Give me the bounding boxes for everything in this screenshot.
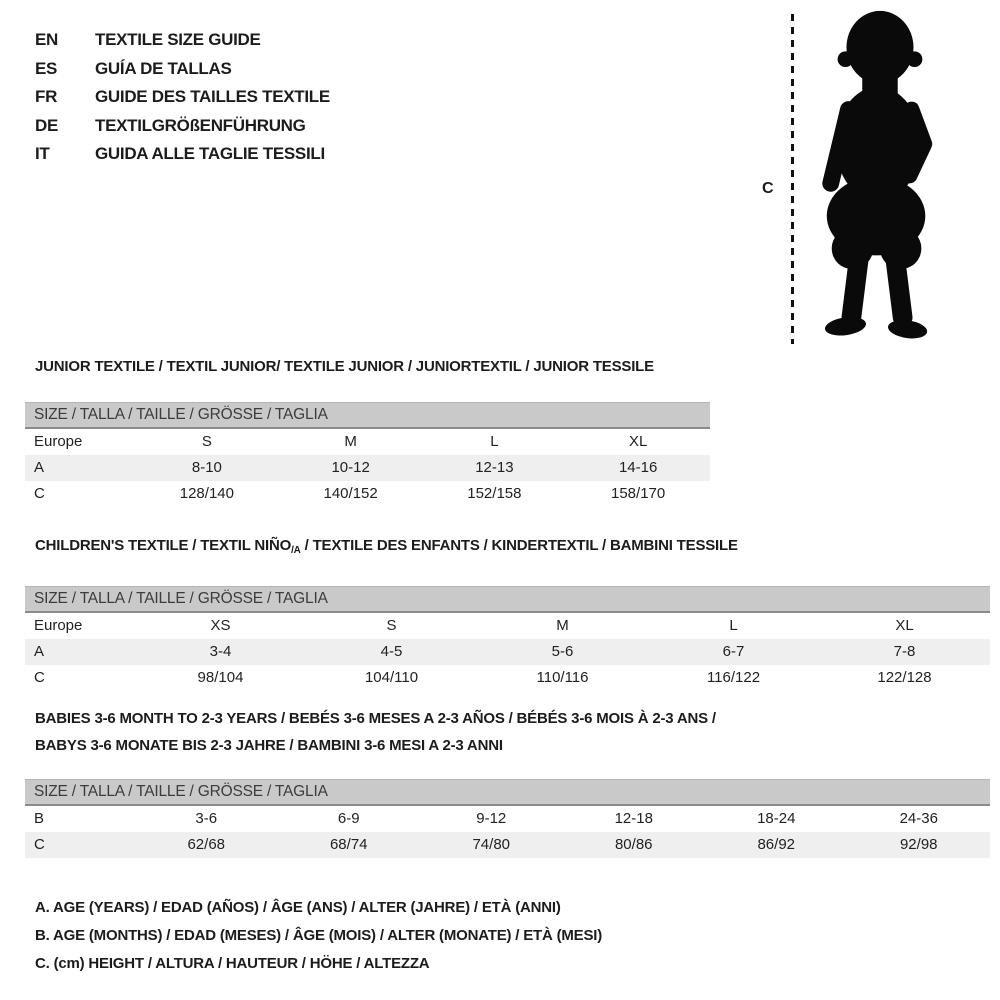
- table-row: Europe S M L XL: [25, 429, 710, 455]
- lang-code: DE: [35, 115, 59, 135]
- table-cell: 7-8: [893, 643, 916, 660]
- row-label: A: [34, 459, 45, 476]
- table-cell: M: [344, 433, 357, 450]
- table-row: B 3-6 6-9 9-12 12-18 18-24 24-36: [25, 806, 990, 832]
- table-cell: 6-7: [722, 643, 745, 660]
- guide-title: GUÍA DE TALLAS: [95, 58, 232, 78]
- guide-title: GUIDA ALLE TAGLIE TESSILI: [95, 144, 325, 163]
- table-cell: S: [386, 617, 397, 634]
- row-label: C: [34, 669, 45, 686]
- section-title-line1: BABIES 3-6 MONTH TO 2-3 YEARS / BEBÉS 3-…: [35, 710, 716, 727]
- table-cell: M: [556, 617, 569, 634]
- junior-table-rows: Europe S M L XL A 8-10 10-12 12-13 14-16 C 128/140 1…: [25, 429, 710, 507]
- language-title-list: EN TEXTILE SIZE GUIDE ES GUÍA DE TALLAS …: [35, 26, 330, 169]
- table-row: C 128/140 140/152 152/158 158/170: [25, 481, 710, 507]
- table-row: Europe XS S M L XL: [25, 613, 990, 639]
- lang-code: IT: [35, 144, 50, 163]
- table-cell: 12-13: [475, 459, 514, 476]
- table-cell: L: [729, 617, 738, 634]
- table-cell: XL: [628, 433, 648, 450]
- table-cell: 152/158: [467, 485, 522, 502]
- table-cell: 122/128: [877, 669, 932, 686]
- table-cell: 92/98: [899, 836, 938, 853]
- lang-row-es: ES GUÍA DE TALLAS: [35, 55, 330, 84]
- table-cell: 14-16: [618, 459, 658, 476]
- lang-row-it: IT GUIDA ALLE TAGLIE TESSILI: [35, 140, 330, 169]
- table-row: A 8-10 10-12 12-13 14-16: [25, 455, 710, 481]
- table-cell: 80/86: [614, 836, 653, 853]
- size-header-bar: SIZE / TALLA / TAILLE / GRÖSSE / TAGLIA: [25, 402, 710, 429]
- table-cell: 74/80: [472, 836, 511, 853]
- section-title-line2: BABYS 3-6 MONATE BIS 2-3 JAHRE / BAMBINI…: [35, 737, 503, 754]
- size-header-bar: SIZE / TALLA / TAILLE / GRÖSSE / TAGLIA: [25, 779, 990, 806]
- table-cell: 10-12: [331, 459, 370, 476]
- lang-row-de: DE TEXTILGRÖßENFÜHRUNG: [35, 112, 330, 141]
- children-textile-section: CHILDREN'S TEXTILE / TEXTIL NIÑO/A / TEX…: [25, 536, 990, 691]
- table-cell: XS: [210, 617, 231, 634]
- footnote-a: A. AGE (YEARS) / EDAD (AÑOS) / ÂGE (ANS)…: [35, 899, 561, 916]
- babies-table-rows: B 3-6 6-9 9-12 12-18 18-24 24-36 C 62/68 68/74 74/…: [25, 806, 990, 858]
- table-cell: 18-24: [757, 810, 796, 827]
- section-title-text: CHILDREN'S TEXTILE / TEXTIL NIÑO: [35, 537, 292, 554]
- footnotes: A. AGE (YEARS) / EDAD (AÑOS) / ÂGE (ANS)…: [35, 894, 602, 978]
- children-table-rows: Europe XS S M L XL A 3-4 4-5 5-6 6-7 7-8 C 98/104 104/…: [25, 613, 990, 691]
- junior-textile-section: JUNIOR TEXTILE / TEXTIL JUNIOR/ TEXTILE …: [25, 357, 710, 507]
- row-label: Europe: [34, 617, 83, 634]
- table-row: C 98/104 104/110 110/116 116/122 122/128: [25, 665, 990, 691]
- table-cell: L: [490, 433, 499, 450]
- table-cell: 98/104: [197, 669, 244, 686]
- table-cell: 24-36: [899, 810, 938, 827]
- table-cell: 158/170: [611, 485, 666, 502]
- table-row: A 3-4 4-5 5-6 6-7 7-8: [25, 639, 990, 665]
- table-cell: S: [201, 433, 212, 450]
- table-cell: XL: [895, 617, 914, 634]
- table-cell: 62/68: [187, 836, 226, 853]
- size-header-bar: SIZE / TALLA / TAILLE / GRÖSSE / TAGLIA: [25, 586, 990, 613]
- section-title-text: / TEXTILE DES ENFANTS / KINDERTEXTIL / B…: [300, 537, 738, 554]
- table-cell: 8-10: [191, 459, 222, 476]
- row-label: C: [34, 836, 45, 853]
- footnote-b: B. AGE (MONTHS) / EDAD (MESES) / ÂGE (MO…: [35, 927, 603, 944]
- lang-code: FR: [35, 87, 58, 106]
- table-cell: 4-5: [380, 643, 403, 660]
- table-cell: 116/122: [706, 669, 761, 686]
- table-cell: 110/116: [536, 669, 589, 686]
- section-title: JUNIOR TEXTILE / TEXTIL JUNIOR/ TEXTILE …: [35, 358, 654, 375]
- height-dotted-line: [791, 14, 794, 344]
- section-title: CHILDREN'S TEXTILE / TEXTIL NIÑO/A / TEX…: [25, 536, 990, 561]
- section-title-subscript: /A: [291, 545, 301, 556]
- table-cell: 104/110: [364, 669, 419, 686]
- table-cell: 6-9: [337, 810, 360, 827]
- lang-code: EN: [35, 30, 59, 49]
- lang-code: ES: [35, 58, 58, 78]
- lang-row-en: EN TEXTILE SIZE GUIDE: [35, 26, 330, 55]
- table-cell: 12-18: [614, 810, 653, 827]
- figure-height-diagram: C: [740, 0, 1000, 360]
- row-label: B: [34, 810, 45, 827]
- table-row: C 62/68 68/74 74/80 80/86 86/92 92/98: [25, 832, 990, 858]
- table-cell: 3-4: [209, 643, 232, 660]
- guide-title: TEXTILGRÖßENFÜHRUNG: [95, 115, 306, 135]
- footnote-c: C. (cm) HEIGHT / ALTURA / HAUTEUR / HÖHE…: [35, 955, 430, 972]
- height-measure-label: C: [762, 180, 774, 197]
- toddler-silhouette-icon: [822, 10, 933, 339]
- row-label: C: [34, 485, 45, 502]
- lang-row-fr: FR GUIDE DES TAILLES TEXTILE: [35, 83, 330, 112]
- table-cell: 9-12: [476, 810, 507, 827]
- table-cell: 128/140: [179, 485, 234, 502]
- babies-textile-section: BABIES 3-6 MONTH TO 2-3 YEARS / BEBÉS 3-…: [25, 705, 990, 858]
- guide-title: TEXTILE SIZE GUIDE: [95, 30, 261, 49]
- row-label: Europe: [34, 433, 83, 450]
- row-label: A: [34, 643, 45, 660]
- section-title: BABIES 3-6 MONTH TO 2-3 YEARS / BEBÉS 3-…: [25, 705, 990, 759]
- table-cell: 68/74: [329, 836, 368, 853]
- table-cell: 3-6: [195, 810, 218, 827]
- table-cell: 86/92: [757, 836, 796, 853]
- table-cell: 5-6: [551, 643, 574, 660]
- guide-title: GUIDE DES TAILLES TEXTILE: [95, 87, 330, 106]
- table-cell: 140/152: [323, 485, 378, 502]
